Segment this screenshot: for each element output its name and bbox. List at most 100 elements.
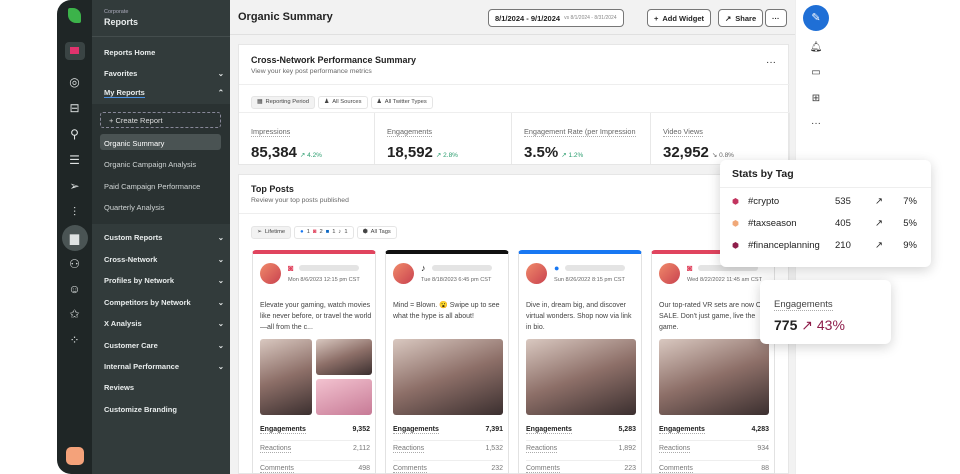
filters: ▦ Reporting Period ♟ All Sources ♟ All Twi…: [251, 90, 436, 109]
post-text: Mind = Blown. 😮 Swipe up to see what the…: [393, 302, 500, 320]
tags-filter[interactable]: ⬢ All Tags: [356, 225, 397, 239]
bell-icon[interactable]: 🔔︎: [809, 42, 823, 53]
profile-name-placeholder: [432, 265, 492, 271]
share-button[interactable]: ↗ Share: [718, 9, 764, 27]
label: All Twitter Types: [384, 99, 427, 105]
chevron-down-icon: ⌄: [217, 340, 224, 350]
stat-engagements: Engagements 7,391: [393, 422, 503, 434]
message-icon[interactable]: ▭: [811, 67, 821, 78]
nav-section[interactable]: Customer Care ⌄: [104, 341, 224, 350]
nav-favorites[interactable]: Favorites ⌄: [104, 69, 224, 78]
count: 1: [332, 229, 336, 235]
tag-row[interactable]: ⬢ #crypto 535 ↗ 7%: [732, 196, 917, 207]
page-title: Organic Summary: [238, 11, 333, 23]
inbox-icon[interactable]: ⊟: [69, 101, 80, 115]
avatar-icon[interactable]: [57, 447, 92, 465]
tag-name: #crypto: [748, 196, 780, 207]
label: Quarterly Analysis: [104, 203, 165, 212]
list-icon[interactable]: ☰: [69, 153, 80, 167]
nav-section[interactable]: Custom Reports ⌄: [104, 233, 224, 242]
kpi-label: Video Views: [663, 127, 703, 137]
chevron-down-icon: ⌄: [217, 69, 224, 78]
post-filters: ➢ Lifetime ● 1 ◙ 2 ■ 1 ♪ 1 ⬢ All Tags: [251, 220, 400, 239]
sources-filter[interactable]: ♟ All Sources: [318, 95, 368, 109]
nav-paid-campaign[interactable]: Paid Campaign Performance: [104, 182, 224, 191]
stat-reactions: Reactions 1,532: [393, 440, 503, 453]
label: Profiles by Network: [104, 276, 175, 285]
tag-name: #taxseason: [748, 218, 797, 229]
bot-icon[interactable]: ☺: [68, 282, 81, 296]
value: 1,532: [485, 445, 503, 452]
more-button[interactable]: ···: [765, 9, 787, 27]
star-icon[interactable]: ✩: [69, 307, 80, 321]
folder-icon[interactable]: [57, 42, 92, 60]
label: Organic Summary: [104, 139, 165, 148]
people-icon[interactable]: ⚇: [69, 257, 80, 271]
send-icon[interactable]: ➢: [69, 179, 80, 193]
reporting-period-filter[interactable]: ▦ Reporting Period: [251, 95, 315, 109]
value: 2,112: [353, 445, 370, 452]
dashboard-icon[interactable]: ◎: [69, 75, 80, 89]
add-widget-button[interactable]: + Add Widget: [647, 9, 711, 27]
nav-quarterly[interactable]: Quarterly Analysis: [104, 203, 224, 212]
tag-row[interactable]: ⬢ #financeplanning 210 ↗ 9%: [732, 240, 917, 251]
stat-comments: Comments 88: [659, 460, 769, 473]
reports-icon[interactable]: ▆: [57, 225, 92, 251]
nav-reports-home[interactable]: Reports Home: [104, 48, 224, 57]
nav-my-reports[interactable]: My Reports ⌃: [104, 88, 224, 98]
nav-section[interactable]: X Analysis ⌄: [104, 319, 224, 328]
kpi-value: 18,592: [387, 144, 433, 161]
popover-label: Engagements: [774, 299, 833, 311]
more-icon[interactable]: ···: [811, 118, 821, 129]
nav-organic-campaign[interactable]: Organic Campaign Analysis: [104, 160, 224, 169]
nav-reviews[interactable]: Reviews: [104, 383, 224, 392]
listening-icon[interactable]: ⫶: [72, 205, 76, 219]
label: Engagements: [260, 426, 306, 434]
nav-section[interactable]: Internal Performance ⌄: [104, 362, 224, 371]
reports-nav: Corporate Reports Reports Home Favorites…: [92, 0, 230, 474]
compose-icon[interactable]: ✎: [803, 5, 829, 31]
label: Comments: [659, 465, 693, 473]
post-card[interactable]: ♪ Tue 8/18/2023 6:45 pm CST Mind = Blown…: [385, 250, 509, 474]
date-range: 8/1/2024 - 9/1/2024: [495, 13, 561, 23]
post-card[interactable]: ◙ Wed 8/22/2022 11:45 am CST Our top-rat…: [651, 250, 775, 474]
post-card[interactable]: ● Sun 8/26/2022 8:15 pm CST Dive in, dre…: [518, 250, 642, 474]
kpi-label: Engagement Rate (per Impression: [524, 127, 636, 137]
create-report-button[interactable]: + Create Report: [100, 112, 221, 128]
label: Reactions: [393, 445, 425, 453]
nodes-icon[interactable]: ⁘: [69, 333, 80, 347]
panel-more-button[interactable]: ···: [766, 57, 776, 68]
stat-engagements: Engagements 5,283: [526, 422, 636, 434]
twitter-types-filter[interactable]: ♟ All Twitter Types: [370, 95, 433, 109]
count: 2: [319, 229, 323, 235]
network-filter[interactable]: ● 1 ◙ 2 ■ 1 ♪ 1: [294, 225, 354, 239]
label: Reporting Period: [265, 99, 309, 105]
popover-title: Stats by Tag: [732, 168, 794, 180]
date-range-button[interactable]: 8/1/2024 - 9/1/2024 vs 8/1/2024 - 8/31/20…: [488, 9, 624, 27]
nav-organic-summary[interactable]: Organic Summary: [104, 139, 224, 148]
lifetime-filter[interactable]: ➢ Lifetime: [251, 225, 292, 239]
nav-section[interactable]: Cross-Network ⌄: [104, 255, 224, 264]
value: 9,352: [352, 426, 370, 433]
count: 1: [344, 229, 348, 235]
linkedin-icon: ■: [325, 229, 330, 235]
instagram-icon: ◙: [687, 263, 693, 273]
pin-icon[interactable]: ⚲: [70, 127, 79, 141]
stat-comments: Comments 498: [260, 460, 370, 473]
instagram-icon: ◙: [312, 229, 317, 235]
post-card[interactable]: ◙ Mon 8/6/2023 12:15 pm CST Elevate your…: [252, 250, 376, 474]
nav-section[interactable]: Competitors by Network ⌄: [104, 298, 224, 307]
tag-icon: ⬢: [732, 241, 739, 250]
tag-row[interactable]: ⬢ #taxseason 405 ↗ 5%: [732, 218, 917, 229]
nav-customize-branding[interactable]: Customize Branding: [104, 405, 224, 414]
panel-subtitle: View your key post performance metrics: [251, 68, 372, 75]
post-date: Wed 8/22/2022 11:45 am CST: [687, 277, 763, 283]
add-icon[interactable]: ⊞: [811, 93, 821, 104]
chevron-down-icon: ⌄: [217, 254, 224, 264]
tag-name: #financeplanning: [748, 240, 820, 251]
nav-section[interactable]: Profiles by Network ⌄: [104, 276, 224, 285]
tag-icon: ⬢: [732, 219, 739, 228]
chevron-down-icon: ⌄: [217, 233, 224, 242]
sprout-logo-icon[interactable]: [57, 8, 92, 23]
tag-icon: ⬢: [732, 197, 739, 206]
